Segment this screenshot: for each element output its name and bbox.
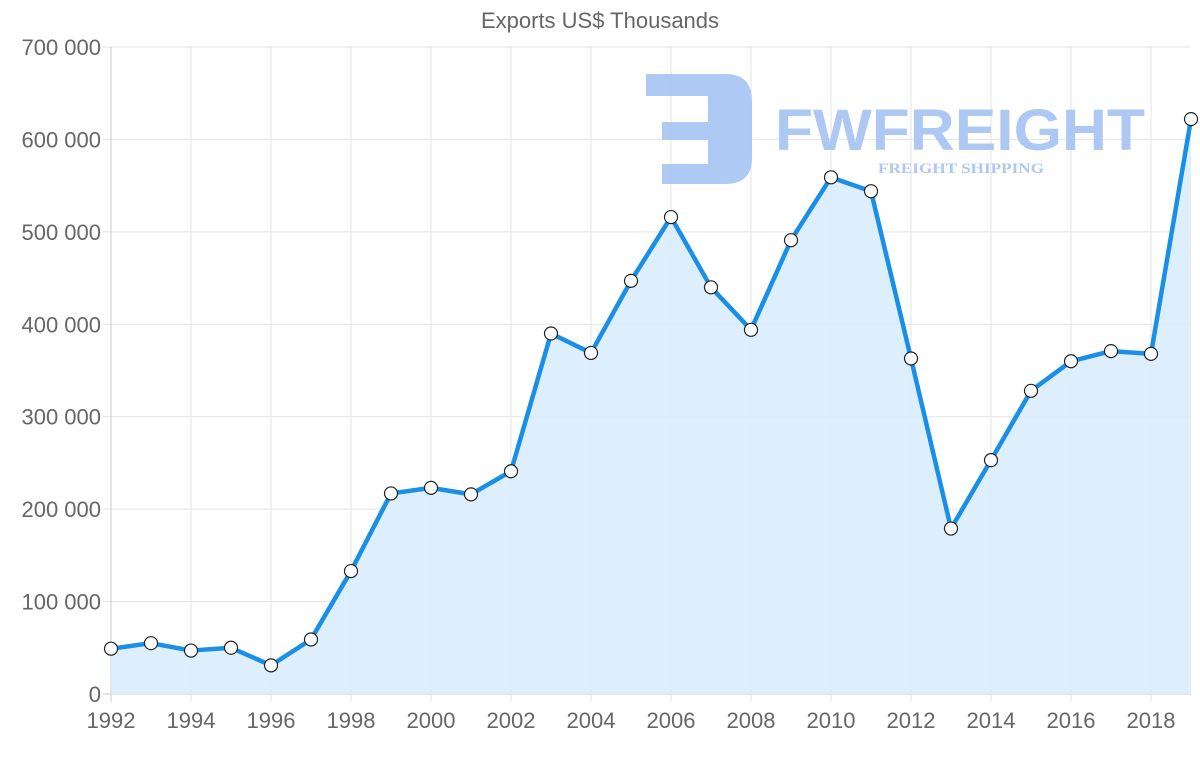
series-line bbox=[110, 118, 1194, 668]
data-point bbox=[863, 184, 879, 199]
data-point bbox=[943, 521, 959, 536]
watermark-tagline: FREIGHT SHIPPING bbox=[878, 161, 1044, 177]
data-point bbox=[663, 209, 679, 225]
data-point bbox=[583, 345, 599, 361]
chart-title: Exports US$ Thousands bbox=[480, 8, 720, 33]
y-tick-label: 0 bbox=[89, 682, 101, 707]
x-tick-label: 2016 bbox=[1047, 708, 1096, 733]
data-point bbox=[1183, 111, 1199, 127]
data-point bbox=[463, 487, 479, 502]
x-tick-label: 2012 bbox=[887, 708, 936, 733]
y-tick-label: 100 000 bbox=[21, 590, 101, 615]
x-axis: 1992 1994 1996 1998 2000 2002 2004 2006 2008 2010… bbox=[87, 708, 1176, 733]
x-tick-label: 1992 bbox=[87, 708, 136, 733]
x-tick-label: 2006 bbox=[647, 708, 696, 733]
data-point bbox=[303, 632, 319, 647]
y-tick-label: 700 000 bbox=[21, 35, 101, 60]
data-point bbox=[503, 464, 519, 479]
x-tick-label: 2002 bbox=[487, 708, 536, 733]
data-points bbox=[103, 111, 1199, 673]
x-tick-label: 1994 bbox=[167, 708, 216, 733]
data-point bbox=[183, 643, 199, 658]
watermark-brand: FWFREIGHT bbox=[775, 98, 1145, 163]
x-tick-label: 2010 bbox=[807, 708, 856, 733]
data-point bbox=[383, 486, 399, 501]
x-tick-label: 2008 bbox=[727, 708, 776, 733]
data-point bbox=[263, 658, 279, 673]
data-point bbox=[223, 640, 239, 655]
x-tick-label: 2000 bbox=[407, 708, 456, 733]
data-point bbox=[543, 326, 559, 341]
data-point bbox=[143, 636, 159, 651]
data-point bbox=[983, 453, 999, 468]
x-tick-label: 1998 bbox=[327, 708, 376, 733]
x-tick-label: 1996 bbox=[247, 708, 296, 733]
watermark-logo: FWFREIGHT FREIGHT SHIPPING bbox=[646, 74, 1145, 184]
data-point bbox=[743, 322, 759, 337]
data-point bbox=[1103, 343, 1119, 359]
data-point bbox=[1143, 346, 1159, 361]
y-tick-label: 200 000 bbox=[21, 497, 101, 522]
data-point bbox=[703, 280, 719, 295]
x-tick-label: 2018 bbox=[1127, 708, 1176, 733]
watermark-logo-icon bbox=[646, 74, 752, 184]
data-point bbox=[343, 563, 359, 579]
data-point bbox=[823, 170, 839, 185]
data-point bbox=[103, 641, 119, 656]
data-point bbox=[423, 480, 439, 495]
y-tick-label: 500 000 bbox=[21, 220, 101, 245]
data-point bbox=[903, 351, 919, 366]
data-point bbox=[783, 233, 799, 248]
y-tick-label: 400 000 bbox=[21, 312, 101, 337]
area-fill bbox=[111, 119, 1191, 694]
y-axis: 0 100 000 200 000 300 000 400 000 500 000 600 … bbox=[21, 35, 101, 707]
data-point bbox=[1063, 354, 1079, 369]
y-tick-label: 300 000 bbox=[21, 405, 101, 430]
data-point bbox=[1023, 383, 1039, 398]
x-tick-label: 2014 bbox=[967, 708, 1016, 733]
y-tick-label: 600 000 bbox=[21, 127, 101, 152]
x-tick-label: 2004 bbox=[567, 708, 616, 733]
data-point bbox=[623, 273, 639, 288]
